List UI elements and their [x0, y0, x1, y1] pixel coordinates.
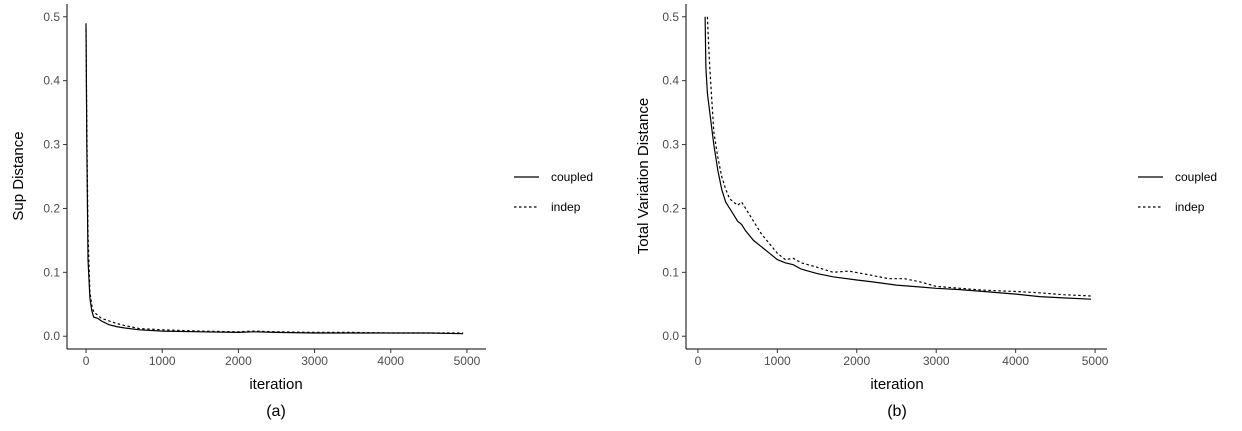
series-line-coupled-b [704, 16, 1092, 300]
chart-panel-a: 0 1000 2000 3000 4000 5000 0.0 0.1 0.2 0.3 0.4 0.5… [10, 4, 593, 420]
x-tick-label: 4000 [377, 354, 404, 368]
x-axis-ticks-b: 0 1000 2000 3000 4000 5000 [695, 349, 1109, 368]
x-tick-label: 2000 [843, 354, 870, 368]
x-axis-title-b: iteration [870, 376, 923, 393]
y-tick-label: 0.1 [43, 265, 60, 279]
y-tick-label: 0.4 [662, 74, 679, 88]
y-tick-label: 0.2 [662, 201, 679, 215]
panel-caption-a: (a) [266, 403, 286, 420]
y-tick-label: 0.0 [43, 329, 60, 343]
legend-label-indep-b: indep [1175, 200, 1205, 214]
x-tick-label: 5000 [454, 354, 481, 368]
y-tick-label: 0.3 [662, 138, 679, 152]
y-axis-ticks-a: 0.0 0.1 0.2 0.3 0.4 0.5 [43, 10, 67, 343]
x-tick-label: 3000 [301, 354, 328, 368]
legend-a: coupled indep [514, 170, 593, 214]
legend-label-coupled-b: coupled [1175, 170, 1217, 184]
x-tick-label: 0 [83, 354, 90, 368]
x-tick-label: 3000 [923, 354, 950, 368]
x-tick-label: 1000 [149, 354, 176, 368]
y-tick-label: 0.3 [43, 138, 60, 152]
x-tick-label: 2000 [225, 354, 252, 368]
series-line-indep-a [85, 29, 464, 334]
plot-area-b [704, 16, 1092, 300]
plot-area-a [85, 23, 464, 335]
y-axis-ticks-b: 0.0 0.1 0.2 0.3 0.4 0.5 [662, 10, 686, 343]
y-tick-label: 0.2 [43, 201, 60, 215]
x-tick-label: 5000 [1082, 354, 1109, 368]
x-tick-label: 0 [695, 354, 702, 368]
y-axis-title-a: Sup Distance [10, 131, 27, 220]
x-tick-label: 1000 [764, 354, 791, 368]
panel-caption-b: (b) [887, 403, 907, 420]
y-tick-label: 0.0 [662, 329, 679, 343]
legend-label-coupled-a: coupled [551, 170, 593, 184]
series-line-coupled-a [85, 23, 464, 335]
chart-panel-b: 0 1000 2000 3000 4000 5000 0.0 0.1 0.2 0.3 0.4 0.5… [635, 4, 1217, 420]
y-tick-label: 0.1 [662, 265, 679, 279]
y-axis-title-b: Total Variation Distance [635, 98, 652, 254]
legend-b: coupled indep [1138, 170, 1217, 214]
y-tick-label: 0.5 [43, 10, 60, 24]
x-axis-title-a: iteration [249, 376, 302, 393]
y-tick-label: 0.4 [43, 74, 60, 88]
x-tick-label: 4000 [1002, 354, 1029, 368]
series-line-indep-b [706, 16, 1092, 297]
y-tick-label: 0.5 [662, 10, 679, 24]
x-axis-ticks-a: 0 1000 2000 3000 4000 5000 [83, 349, 481, 368]
legend-label-indep-a: indep [551, 200, 581, 214]
